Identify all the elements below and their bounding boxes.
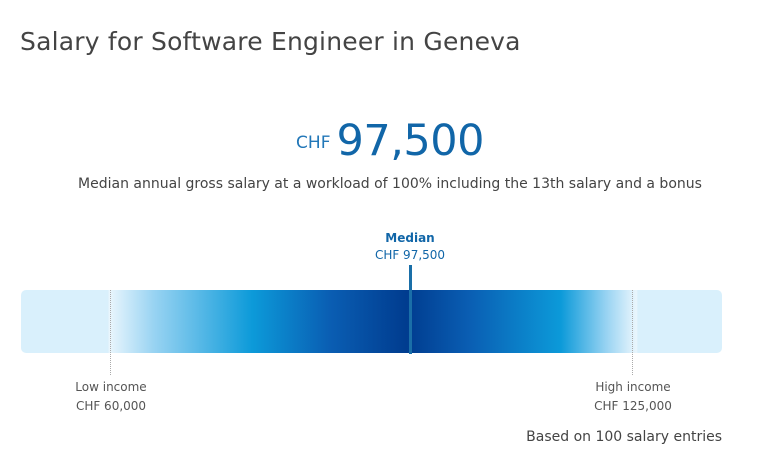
median-marker-label: Median <box>385 231 435 245</box>
median-salary-headline: CHF 97,500 <box>0 116 780 166</box>
median-currency: CHF <box>296 133 331 153</box>
high-income-marker-line <box>632 290 633 375</box>
salary-distribution-bar <box>21 290 722 353</box>
page-title: Salary for Software Engineer in Geneva <box>20 27 521 56</box>
high-income-value: CHF 125,000 <box>594 399 672 413</box>
high-income-label: High income <box>595 380 671 394</box>
median-marker-line <box>409 265 412 354</box>
salary-entries-footnote: Based on 100 salary entries <box>526 429 722 445</box>
low-income-marker-line <box>110 290 111 375</box>
low-income-label: Low income <box>75 380 147 394</box>
median-description: Median annual gross salary at a workload… <box>78 176 702 192</box>
median-marker-value: CHF 97,500 <box>374 248 446 262</box>
median-amount: 97,500 <box>336 116 484 166</box>
low-income-value: CHF 60,000 <box>75 399 147 413</box>
